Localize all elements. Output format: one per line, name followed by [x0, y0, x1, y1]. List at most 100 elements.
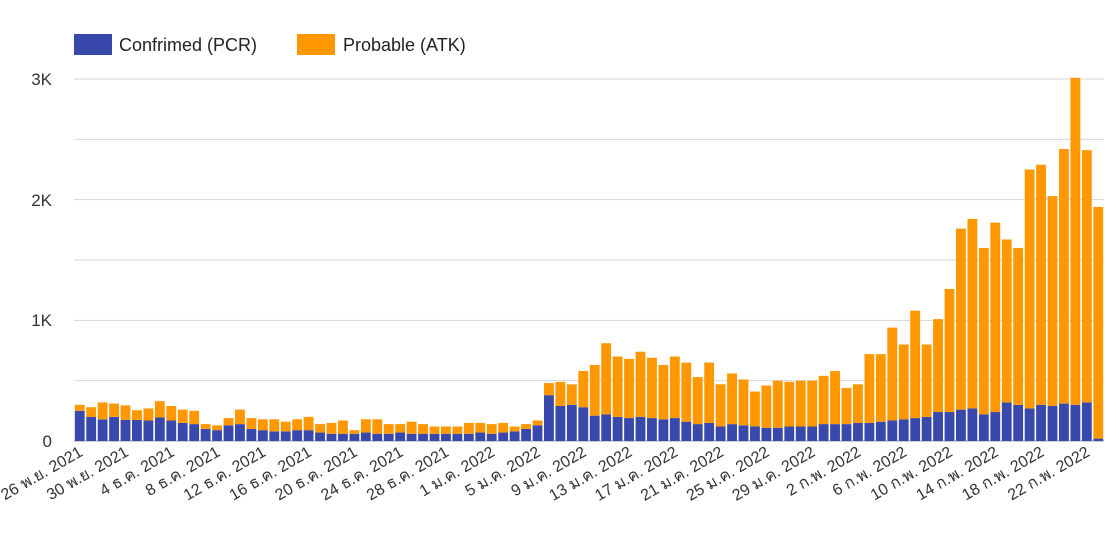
bar-confirmed-pcr [303, 430, 314, 441]
bar-probable-atk [303, 416, 314, 431]
bar-probable-atk [338, 420, 348, 434]
legend: Confrimed (PCR) Probable (ATK) [74, 34, 466, 55]
bar-confirmed-pcr [326, 433, 337, 441]
bar-probable-atk [475, 422, 486, 433]
bar-confirmed-pcr [727, 424, 737, 441]
bar-probable-atk [566, 384, 577, 405]
bar-probable-atk [166, 406, 177, 421]
bar-probable-atk [795, 380, 806, 427]
bar-probable-atk [429, 426, 440, 434]
bar-probable-atk [933, 319, 943, 413]
bar-probable-atk [772, 380, 783, 428]
bars [74, 77, 1104, 441]
bar-confirmed-pcr [1013, 404, 1024, 441]
bar-confirmed-pcr [841, 424, 852, 441]
bar-probable-atk [154, 401, 165, 418]
bar-probable-atk [841, 387, 852, 425]
bar-confirmed-pcr [1024, 408, 1035, 441]
bar-probable-atk [509, 426, 520, 432]
bar-probable-atk [257, 419, 268, 431]
y-tick-label: 0 [43, 432, 52, 451]
bar-confirmed-pcr [612, 416, 623, 441]
bar-confirmed-pcr [750, 426, 760, 441]
bar-probable-atk [97, 402, 108, 420]
bar-confirmed-pcr [532, 425, 543, 441]
bar-confirmed-pcr [647, 418, 657, 441]
bar-probable-atk [887, 327, 898, 421]
bar-confirmed-pcr [154, 417, 165, 441]
bar-confirmed-pcr [887, 420, 898, 441]
bar-probable-atk [1013, 247, 1024, 405]
bar-probable-atk [681, 362, 692, 422]
bar-confirmed-pcr [212, 430, 222, 441]
bar-probable-atk [143, 408, 154, 421]
bar-probable-atk [74, 404, 85, 411]
bar-probable-atk [818, 375, 829, 425]
bar-confirmed-pcr [418, 433, 428, 441]
bar-probable-atk [990, 222, 1001, 413]
bar-probable-atk [784, 381, 795, 427]
bar-probable-atk [1070, 77, 1081, 405]
bar-confirmed-pcr [910, 418, 921, 441]
bar-confirmed-pcr [109, 416, 119, 441]
bar-probable-atk [715, 384, 726, 427]
bar-probable-atk [498, 422, 509, 433]
bar-probable-atk [486, 424, 497, 434]
bar-probable-atk [830, 371, 840, 425]
bar-confirmed-pcr [1093, 438, 1104, 441]
bar-probable-atk [612, 356, 623, 417]
bar-probable-atk [910, 310, 921, 419]
bar-confirmed-pcr [280, 431, 291, 441]
bar-probable-atk [269, 419, 280, 432]
bar-confirmed-pcr [853, 422, 863, 441]
bar-probable-atk [120, 405, 131, 420]
bar-probable-atk [761, 385, 772, 428]
bar-confirmed-pcr [475, 432, 486, 441]
bar-probable-atk [441, 426, 451, 434]
bar-confirmed-pcr [166, 420, 177, 441]
bar-confirmed-pcr [509, 431, 520, 441]
bar-probable-atk [463, 422, 474, 434]
bar-confirmed-pcr [406, 433, 417, 441]
bar-confirmed-pcr [830, 424, 840, 441]
bar-confirmed-pcr [601, 414, 612, 441]
bar-probable-atk [944, 288, 955, 413]
bar-confirmed-pcr [772, 427, 783, 441]
bar-confirmed-pcr [681, 421, 692, 441]
bar-probable-atk [109, 403, 119, 417]
bar-probable-atk [624, 358, 634, 419]
bar-confirmed-pcr [120, 419, 131, 441]
bar-confirmed-pcr [74, 410, 85, 441]
bar-probable-atk [280, 421, 291, 432]
bar-probable-atk [418, 424, 428, 434]
y-axis: 0 1K 2K 3K [31, 70, 52, 451]
legend-label-pcr: Confrimed (PCR) [119, 35, 257, 55]
bar-confirmed-pcr [669, 418, 680, 441]
bar-probable-atk [246, 418, 257, 429]
bar-confirmed-pcr [967, 408, 978, 441]
bar-confirmed-pcr [189, 424, 200, 441]
bar-probable-atk [86, 407, 97, 417]
legend-swatch-atk [297, 34, 335, 55]
bar-confirmed-pcr [349, 433, 360, 441]
y-tick-label: 3K [31, 70, 52, 89]
bar-confirmed-pcr [1047, 406, 1058, 441]
bar-confirmed-pcr [990, 412, 1001, 441]
bar-confirmed-pcr [875, 421, 886, 441]
bar-confirmed-pcr [395, 432, 406, 441]
bar-probable-atk [921, 344, 932, 417]
bar-confirmed-pcr [97, 419, 108, 441]
bar-probable-atk [1059, 148, 1069, 404]
bar-probable-atk [750, 391, 760, 427]
bar-confirmed-pcr [383, 433, 394, 441]
bar-confirmed-pcr [555, 406, 566, 441]
bar-confirmed-pcr [578, 407, 589, 441]
bar-probable-atk [1093, 206, 1104, 439]
bar-confirmed-pcr [784, 426, 795, 441]
bar-confirmed-pcr [795, 426, 806, 441]
bar-confirmed-pcr [177, 422, 188, 441]
bar-confirmed-pcr [624, 418, 634, 441]
bar-probable-atk [635, 351, 646, 417]
